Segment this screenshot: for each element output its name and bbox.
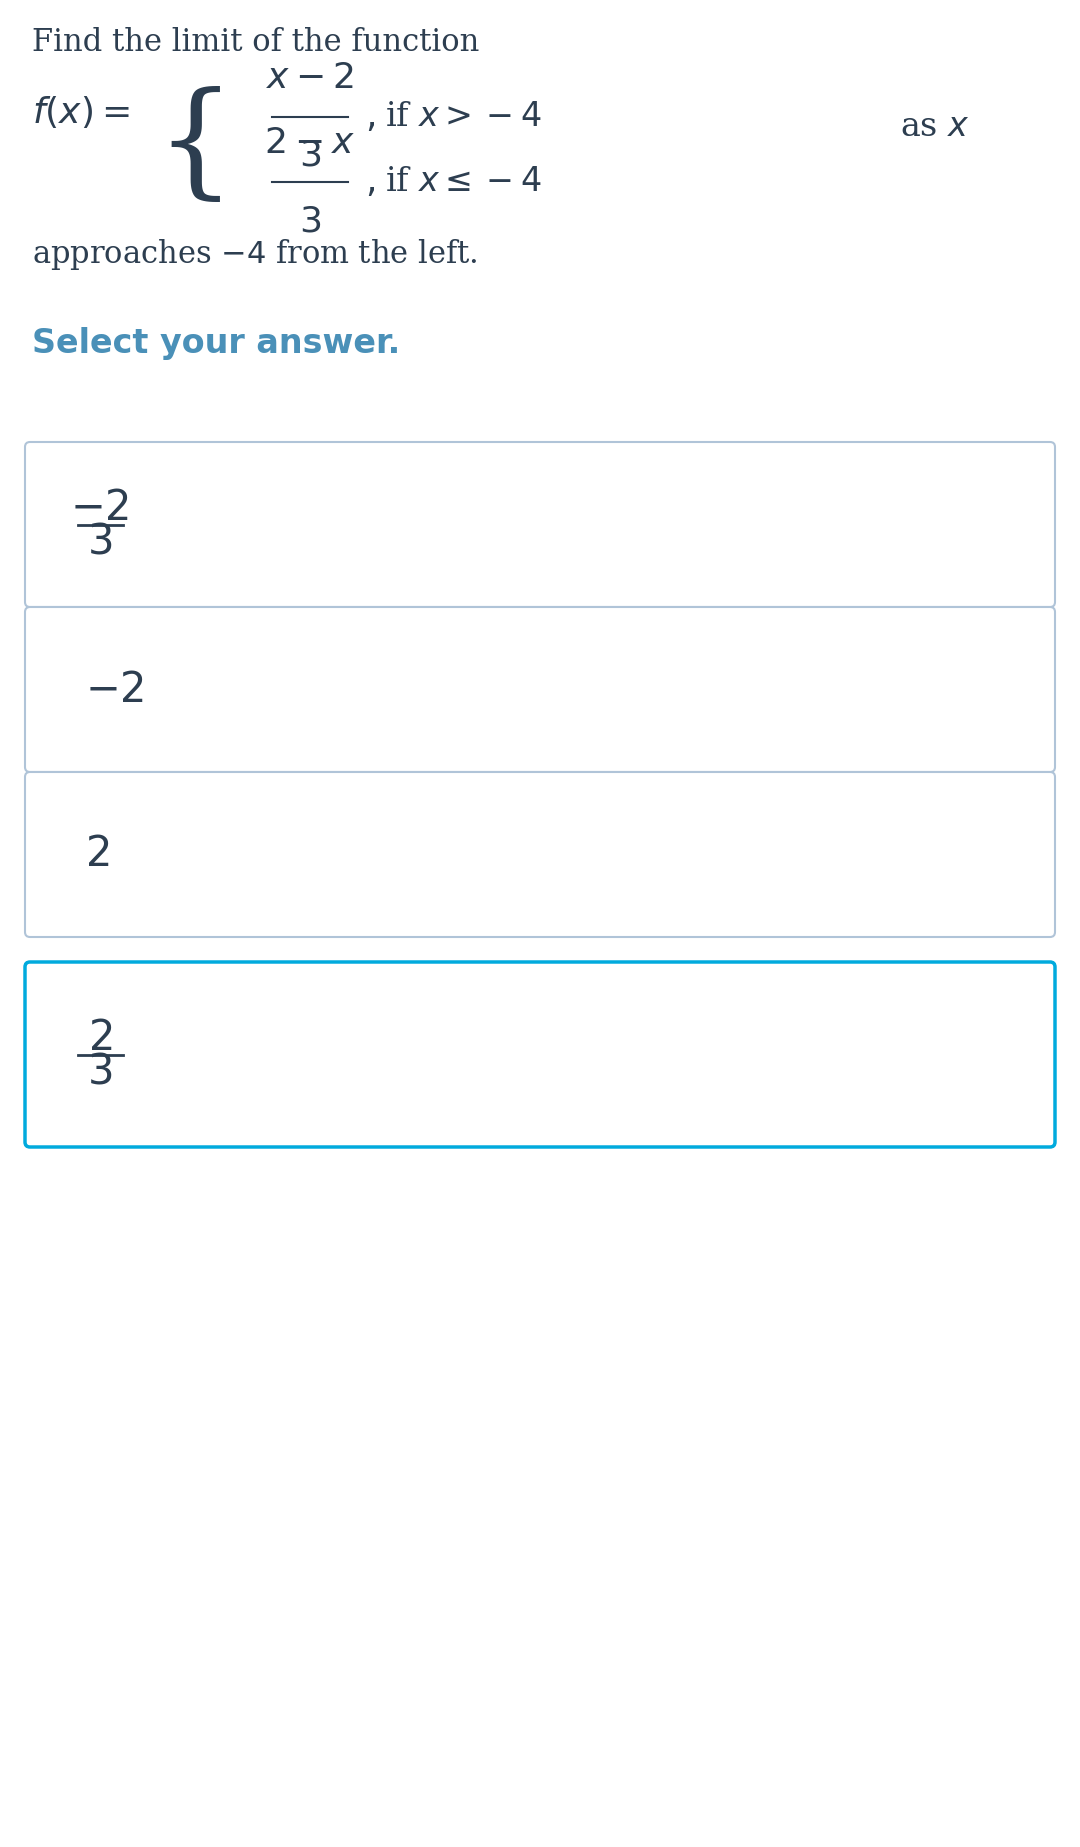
Text: $2 - x$: $2 - x$ bbox=[265, 126, 355, 161]
Text: $3$: $3$ bbox=[87, 1049, 112, 1092]
FancyBboxPatch shape bbox=[25, 608, 1055, 772]
Text: $,$: $,$ bbox=[365, 100, 375, 135]
Text: $3$: $3$ bbox=[299, 139, 321, 174]
Text: $f(x) =$: $f(x) =$ bbox=[32, 94, 130, 129]
Text: $2$: $2$ bbox=[85, 833, 109, 875]
Text: $3$: $3$ bbox=[87, 521, 112, 561]
Text: $3$: $3$ bbox=[299, 203, 321, 238]
FancyBboxPatch shape bbox=[25, 772, 1055, 936]
Text: {: { bbox=[156, 87, 234, 207]
Text: $−2$: $−2$ bbox=[85, 669, 144, 711]
Text: $2$: $2$ bbox=[87, 1018, 112, 1058]
Text: if $x > -4$: if $x > -4$ bbox=[384, 102, 542, 133]
Text: approaches $-4$ from the left.: approaches $-4$ from the left. bbox=[32, 236, 477, 272]
Text: Select your answer.: Select your answer. bbox=[32, 327, 401, 360]
Text: $−2$: $−2$ bbox=[70, 488, 130, 528]
Text: $,$: $,$ bbox=[365, 164, 375, 199]
Text: if $x \leq -4$: if $x \leq -4$ bbox=[384, 166, 542, 198]
Text: as $x$: as $x$ bbox=[900, 111, 970, 142]
Text: Find the limit of the function: Find the limit of the function bbox=[32, 28, 480, 57]
Text: $x - 2$: $x - 2$ bbox=[266, 61, 354, 94]
FancyBboxPatch shape bbox=[25, 962, 1055, 1147]
FancyBboxPatch shape bbox=[25, 441, 1055, 608]
